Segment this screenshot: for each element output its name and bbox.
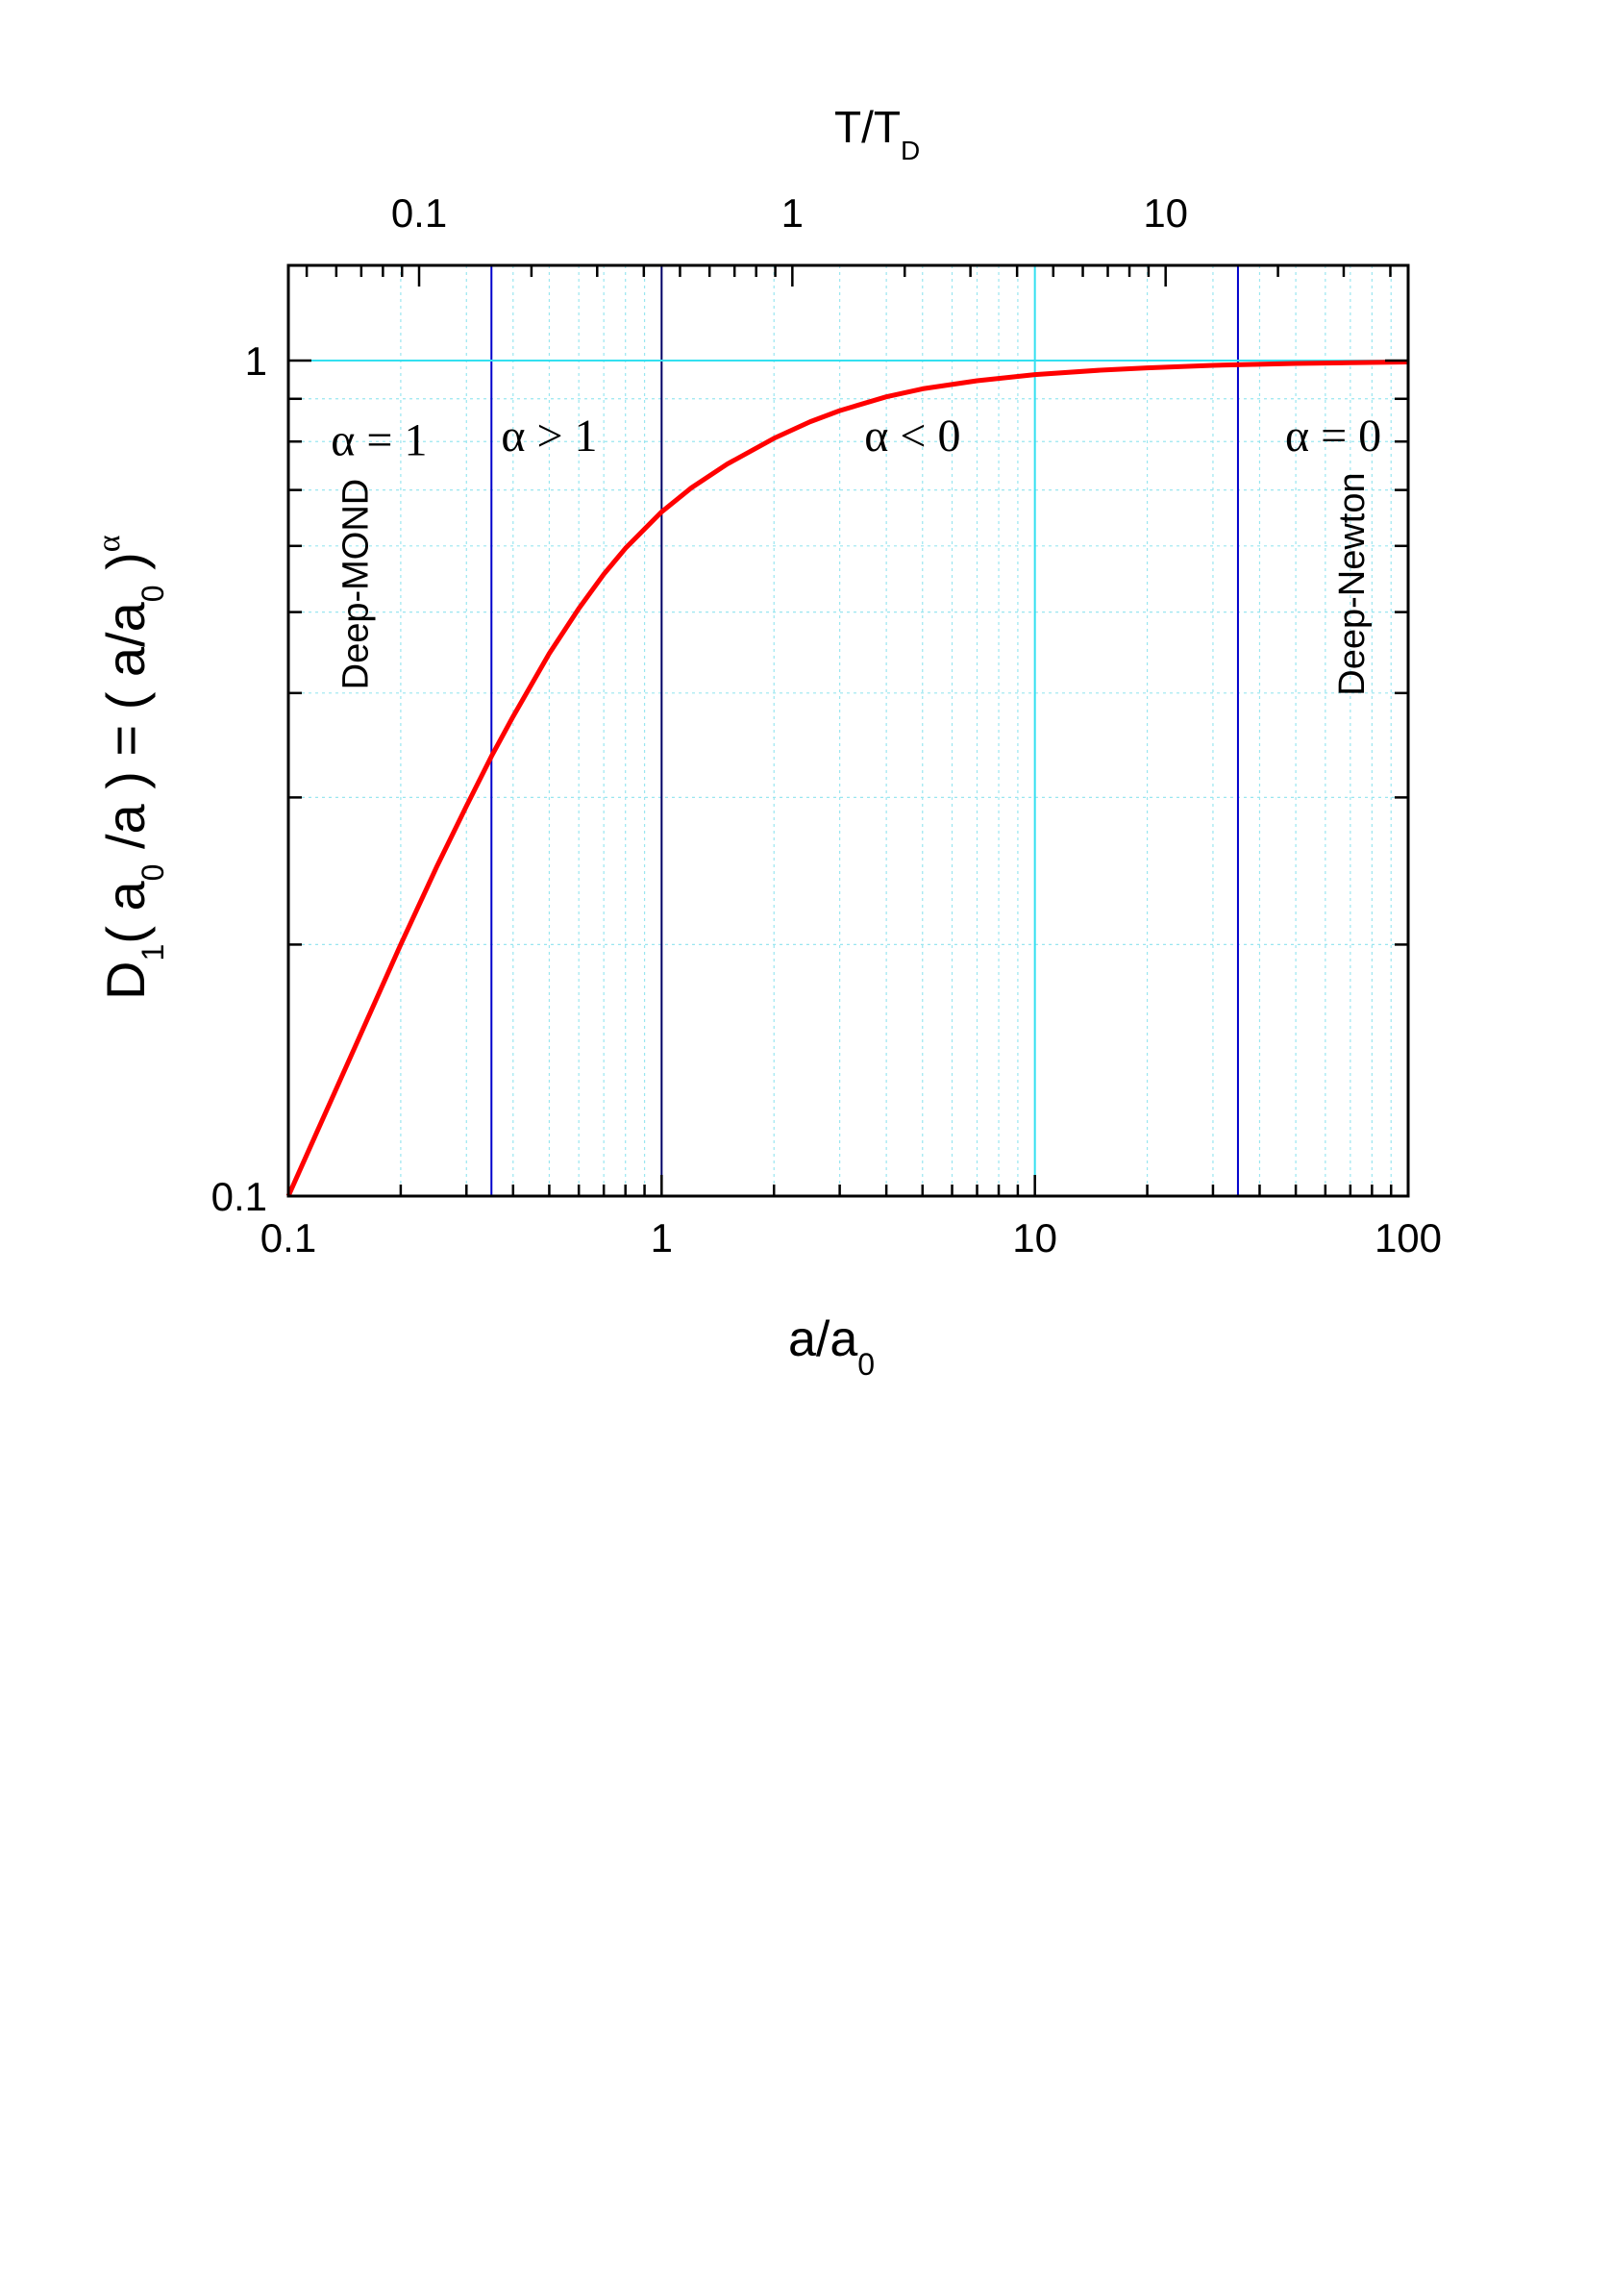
top-x-axis-title-sub: D — [901, 136, 920, 165]
region-label: α = 1 — [331, 415, 427, 466]
x-axis-title-main: a/a — [788, 1311, 857, 1367]
ticks-layer — [286, 265, 1410, 1198]
y-axis-title-part4: ) — [95, 552, 156, 585]
x-tick-label: 0.1 — [260, 1215, 316, 1260]
y-axis-title-part3: /a ) = ( a/a — [95, 601, 156, 863]
plot-frame — [286, 263, 1410, 1198]
top-x-axis-title: T/TD — [834, 102, 920, 165]
vertical-annotation: Deep-MOND — [335, 479, 376, 690]
y-axis-title-part4-sup: α — [91, 535, 127, 552]
top-x-tick-label: 10 — [1143, 190, 1188, 236]
x-tick-label: 10 — [1012, 1215, 1057, 1260]
region-label: α > 1 — [501, 411, 597, 462]
y-axis-title-part3-sub: 0 — [136, 585, 170, 602]
reference-lines — [288, 265, 1408, 1196]
curve-layer — [285, 360, 1409, 1198]
x-tick-label: 1 — [651, 1215, 673, 1260]
y-axis-title-part2-sub: 0 — [136, 864, 170, 882]
y-axis-title: D1( a0 /a ) = ( a/a0 )α — [91, 535, 170, 1000]
vertical-annotation: Deep-Newton — [1332, 472, 1373, 695]
y-axis-title-part1: D — [95, 961, 156, 1000]
x-tick-label: 100 — [1375, 1215, 1442, 1260]
y-axis-title-part1-sub: 1 — [136, 944, 170, 961]
top-x-axis-title-main: T/T — [834, 102, 901, 152]
y-tick-label: 0.1 — [211, 1174, 267, 1219]
series-line — [285, 360, 1409, 1198]
top-x-tick-label: 0.1 — [391, 190, 447, 236]
y-axis-title-part2: ( a — [95, 881, 156, 944]
labels-layer: 0.1 1 10 100 0.1 1 0.1 1 10 α = 1 α > 1 α < 0 α = 0 D… — [211, 190, 1442, 1260]
top-x-tick-label: 1 — [781, 190, 804, 236]
region-label: α = 0 — [1285, 411, 1381, 462]
x-axis-title: a/a0 — [788, 1311, 875, 1382]
x-axis-title-sub: 0 — [857, 1347, 875, 1382]
region-label: α < 0 — [864, 411, 960, 462]
y-tick-label: 1 — [245, 338, 267, 384]
grid-layer — [288, 265, 1408, 1196]
